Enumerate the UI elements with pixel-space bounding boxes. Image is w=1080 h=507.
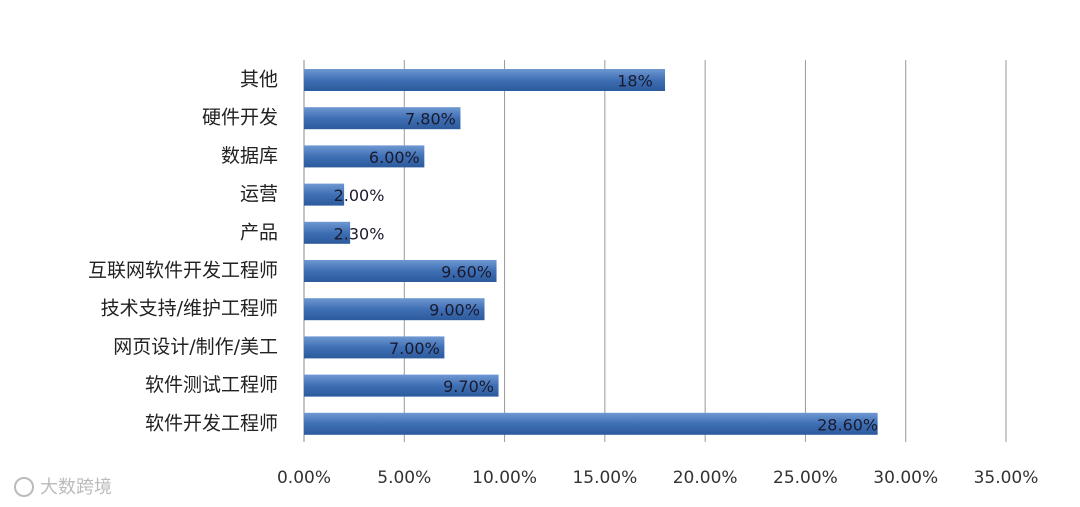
bar [304, 336, 445, 359]
y-tick-label: 数据库 [221, 145, 278, 167]
bar [304, 260, 497, 282]
bar [304, 298, 485, 321]
bar [304, 221, 351, 244]
y-tick-label: 运营 [240, 183, 278, 205]
bar [304, 145, 425, 168]
value-label: 9.60% [441, 263, 492, 282]
x-tick-label: 10.00% [472, 468, 537, 488]
x-tick-label: 25.00% [773, 468, 838, 488]
value-label: 28.60% [817, 415, 878, 434]
value-label: 2.00% [334, 186, 385, 205]
x-tick-label: 35.00% [974, 468, 1039, 488]
y-tick-label: 技术支持/维护工程师 [101, 298, 278, 320]
x-tick-label: 5.00% [377, 468, 431, 488]
y-tick-label: 软件测试工程师 [145, 374, 278, 396]
bar [304, 107, 461, 130]
y-tick-label: 互联网软件开发工程师 [88, 260, 278, 282]
value-label: 9.70% [443, 377, 494, 396]
bar [304, 412, 878, 435]
watermark-icon [14, 477, 34, 497]
x-tick-label: 30.00% [873, 468, 938, 488]
bar [304, 374, 499, 397]
value-label: 2.30% [334, 224, 385, 243]
watermark: 大数跨境 [14, 477, 112, 498]
value-label: 7.00% [389, 339, 440, 358]
y-tick-label: 软件开发工程师 [145, 412, 278, 434]
x-tick-label: 15.00% [572, 468, 637, 488]
value-label: 6.00% [369, 148, 420, 167]
y-tick-label: 产品 [240, 221, 278, 243]
bar [304, 183, 345, 206]
y-tick-label: 其他 [240, 69, 278, 91]
value-label: 7.80% [405, 110, 456, 129]
y-tick-label: 网页设计/制作/美工 [113, 336, 278, 358]
x-tick-label: 0.00% [277, 468, 331, 488]
x-tick-label: 20.00% [673, 468, 738, 488]
y-tick-label: 硬件开发 [202, 107, 278, 129]
value-label: 18% [617, 72, 653, 91]
value-label: 9.00% [429, 301, 480, 320]
bar [304, 69, 666, 91]
watermark-text: 大数跨境 [40, 477, 112, 498]
